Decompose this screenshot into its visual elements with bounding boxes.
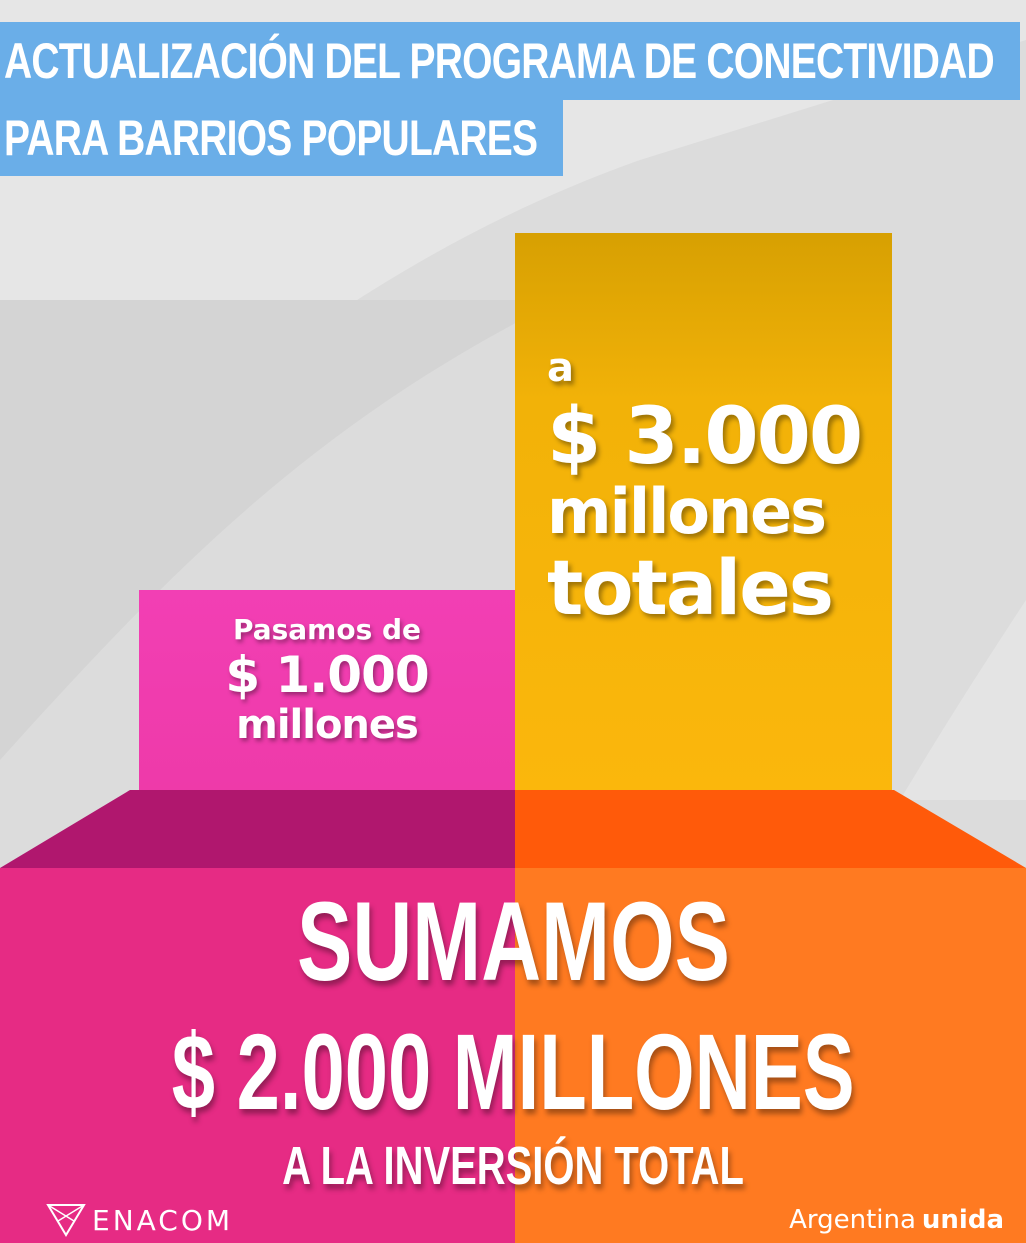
yellow-step-line-4: totales (547, 543, 834, 632)
title-banner-line-2: PARA BARRIOS POPULARES (0, 100, 563, 176)
enacom-logo: ENACOM (44, 1200, 233, 1240)
podium-front-left (0, 868, 515, 1243)
argentina-logo-text: Argentina (789, 1205, 916, 1235)
enacom-logo-text: ENACOM (92, 1203, 234, 1237)
yellow-step-line-1: a (547, 345, 574, 391)
argentina-unida-logo: Argentina unida (789, 1200, 1004, 1240)
title-line-1: ACTUALIZACIÓN DEL PROGRAMA DE CONECTIVID… (4, 33, 995, 89)
podium-base (0, 790, 1026, 1243)
podium-front-right (515, 868, 1026, 1243)
unida-logo-text: unida (921, 1205, 1004, 1235)
yellow-step-line-2: $ 3.000 (547, 392, 863, 482)
podium-top-right (515, 790, 1026, 868)
title-banner-line-1: ACTUALIZACIÓN DEL PROGRAMA DE CONECTIVID… (0, 22, 1020, 100)
pink-step-block (139, 590, 515, 790)
yellow-step-text: a $ 3.000 millones totales (547, 340, 877, 630)
pink-step-line-1: Pasamos de (232, 613, 422, 646)
yellow-step-line-3: millones (547, 475, 827, 548)
title-line-2: PARA BARRIOS POPULARES (4, 110, 538, 166)
base-headline-1: SUMAMOS (296, 879, 730, 1004)
pink-step-text: Pasamos de $ 1.000 millones (139, 612, 515, 748)
pink-step-line-2: $ 1.000 (225, 646, 429, 704)
base-subline: A LA INVERSIÓN TOTAL (282, 1136, 744, 1196)
base-headline-2: $ 2.000 MILLONES (171, 1011, 855, 1132)
podium-top-left (0, 790, 515, 868)
pink-step-line-3: millones (236, 702, 419, 748)
enacom-mark-icon (46, 1204, 86, 1237)
yellow-step-block (515, 233, 892, 791)
